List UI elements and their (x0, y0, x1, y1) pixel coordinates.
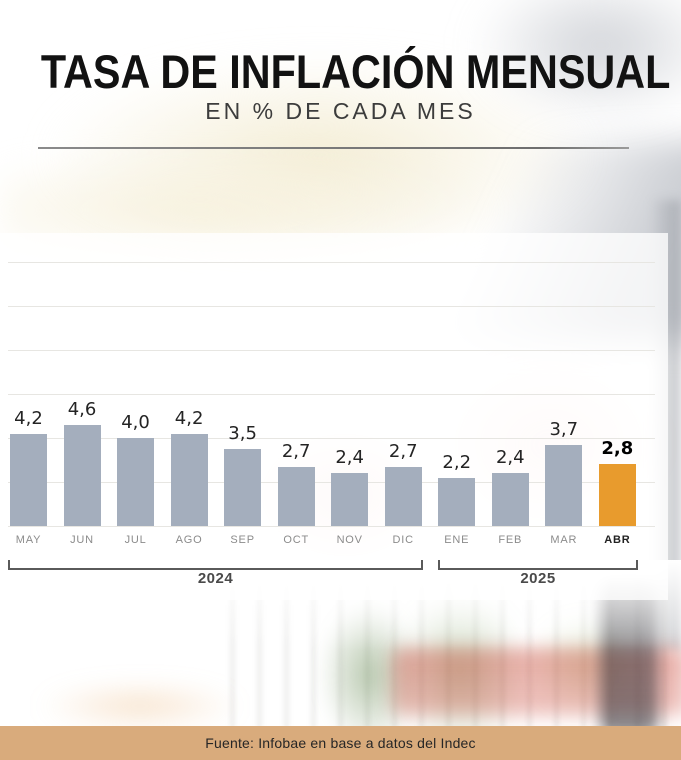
bar-value-label: 2,4 (495, 447, 525, 469)
bar-value-label: 3,5 (228, 423, 257, 444)
bar-value-label: 2,4 (335, 447, 364, 469)
bar-column: 2,7 OCT (277, 440, 315, 546)
bar-column: 4,2 AGO (170, 407, 208, 546)
bar-column: 3,7 MAR (545, 418, 583, 546)
bar-value-label: 4,6 (67, 398, 97, 420)
bar-column: 2,2 ENE (438, 451, 476, 546)
bar-month-label: MAY (15, 534, 42, 546)
bar-column: 3,5 SEP (224, 423, 262, 546)
bar-value-label: 4,2 (14, 407, 43, 429)
year-bracket-2024: 2024 (8, 560, 423, 587)
bar-month-label: DIC (392, 534, 414, 546)
bar-month-label: SEP (230, 534, 255, 546)
bar-chart: 4,2 MAY 4,6 JUN 4,0 JUL 4,2 AGO 3,5 SEP … (0, 233, 668, 600)
page-title: TASA DE INFLACIÓN MENSUAL (40, 45, 671, 98)
bar-month-label: ABR (604, 534, 631, 546)
gridline (8, 438, 655, 439)
bar (384, 466, 422, 526)
bar-value-label: 2,8 (601, 438, 634, 460)
gridline (8, 262, 655, 263)
bar-value-label: 2,7 (388, 440, 418, 462)
bar-value-label: 2,7 (281, 440, 311, 462)
background-photo-dark-object (600, 580, 658, 735)
bar-value-label: 3,7 (549, 418, 579, 440)
bar-month-label: OCT (283, 534, 309, 546)
bar-column: 2,4 NOV (331, 447, 369, 546)
gridline (8, 350, 655, 351)
bar-month-label: JUN (70, 534, 94, 546)
bar-column: 4,0 JUL (117, 412, 155, 546)
background-photo-vegetables (530, 615, 640, 715)
bar-value-label: 2,2 (442, 451, 472, 473)
bar (224, 449, 262, 526)
bar (331, 473, 369, 526)
bar-value-label: 4,0 (121, 412, 150, 433)
bar-column: 2,4 FEB (491, 447, 529, 546)
bar (10, 433, 47, 526)
bars-row: 4,2 MAY 4,6 JUN 4,0 JUL 4,2 AGO 3,5 SEP … (10, 398, 636, 546)
bar-column: 4,6 JUN (63, 398, 101, 546)
bar (170, 433, 208, 526)
bar (491, 473, 529, 526)
year-label-2024: 2024 (197, 570, 234, 587)
gridline (8, 394, 655, 395)
baseline-gridline (8, 526, 655, 527)
background-photo-cart-red-bar (392, 648, 681, 716)
page-subtitle: EN % DE CADA MES (205, 98, 476, 124)
source-text: Fuente: Infobae en base a datos del Inde… (205, 735, 476, 751)
bar (63, 424, 101, 526)
bar-month-label: JUL (124, 534, 147, 546)
year-label-2025: 2025 (520, 570, 556, 587)
bar-column: 2,7 DIC (384, 440, 422, 546)
background-photo-cart-streaks (230, 580, 681, 728)
bar (545, 444, 583, 526)
header-divider (38, 147, 629, 149)
bar (277, 466, 315, 526)
bar (598, 464, 636, 526)
source-footer: Fuente: Infobae en base a datos del Inde… (0, 726, 681, 760)
bar-value-label: 4,2 (174, 407, 204, 429)
bar-month-label: FEB (498, 534, 523, 546)
bar-month-label: NOV (336, 534, 363, 546)
bar (438, 477, 476, 526)
bar-column: 2,8 ABR (598, 438, 636, 546)
bar-month-label: ENE (444, 534, 470, 546)
bar-month-label: MAR (550, 534, 578, 546)
bar-column: 4,2 MAY (10, 407, 47, 546)
background-photo-warm-blur (40, 685, 240, 727)
bar-month-label: AGO (175, 534, 203, 546)
year-bracket-2025: 2025 (438, 560, 638, 587)
gridline (8, 306, 655, 307)
bar (117, 438, 155, 526)
